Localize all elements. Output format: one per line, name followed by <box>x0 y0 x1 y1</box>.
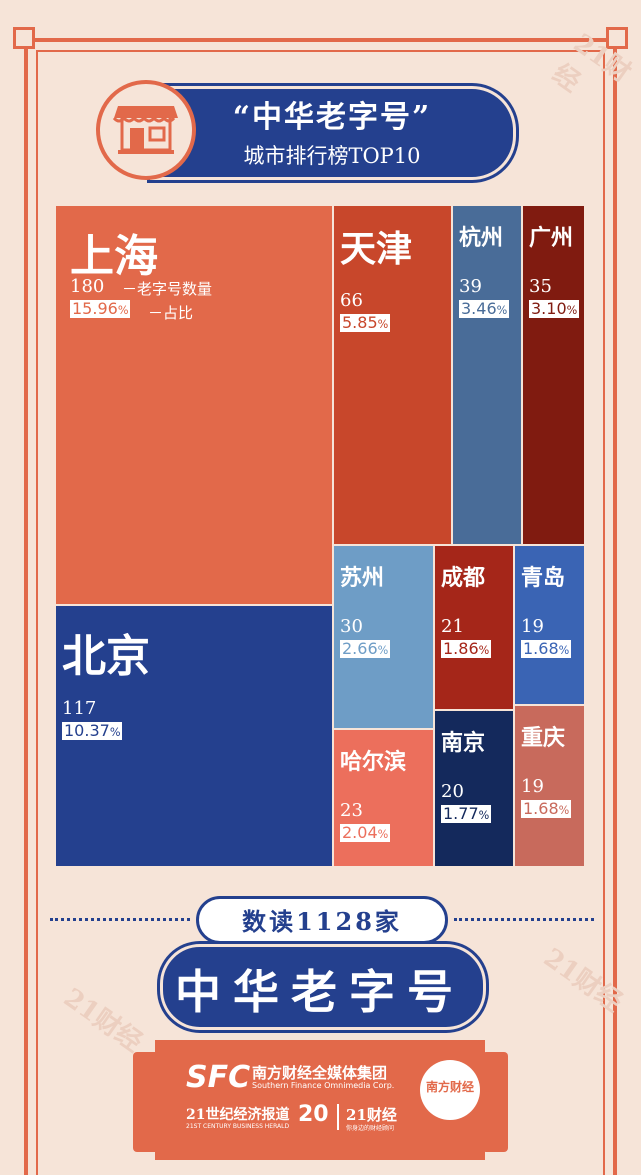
summary-banner <box>160 944 486 1030</box>
footer-divider <box>337 1104 339 1130</box>
scroll-end-left <box>133 1052 159 1152</box>
dotted-divider <box>50 918 190 921</box>
city-share: 2.66% <box>340 639 391 659</box>
city-name: 重庆 <box>521 725 566 751</box>
city-count: 35 <box>529 276 552 297</box>
city-share: 1.68% <box>521 639 572 659</box>
city-name: 天津 <box>340 228 413 270</box>
city-count: 21 <box>441 616 464 637</box>
city-count: 20 <box>441 781 464 802</box>
city-name: 上海 <box>70 231 158 282</box>
treemap-cell: 天津 66 5.85% <box>334 206 453 546</box>
city-name: 南京 <box>441 730 486 756</box>
city-share: 5.85% <box>340 313 391 333</box>
city-share: 3.10% <box>529 299 580 319</box>
treemap: 上海 180 15.96% －老字号数量 －占比北京 117 10.37% 天津 66 5.85%… <box>56 206 586 868</box>
group-name-en: Southern Finance Omnimedia Corp. <box>252 1081 395 1090</box>
seal-logo: 南方财经 <box>420 1060 480 1120</box>
paper-name-cn: 21世纪经济报道 <box>186 1107 290 1123</box>
shop-icon <box>112 106 178 154</box>
group-name-cn: 南方财经全媒体集团 <box>252 1064 388 1082</box>
summary-pill <box>196 896 448 944</box>
city-share: 1.68% <box>521 799 572 819</box>
summary-title: 中华老字号 <box>175 965 465 1019</box>
treemap-cell: 成都 21 1.86% <box>435 546 515 711</box>
treemap-cell: 重庆 19 1.68% <box>515 706 586 868</box>
paper-name-en: 21ST CENTURY BUSINESS HERALD <box>186 1123 290 1130</box>
brand-slogan: 你身边的财经顾问 <box>346 1125 395 1132</box>
frame-corner <box>13 27 35 49</box>
city-share: 1.86% <box>441 639 492 659</box>
outer-frame <box>24 38 617 1175</box>
city-count: 66 <box>340 290 363 311</box>
seal-text: 南方财经 <box>425 1080 474 1094</box>
city-count: 117 <box>62 698 97 719</box>
count-legend: －老字号数量 <box>122 280 213 298</box>
city-count: 180 <box>70 276 105 297</box>
inner-frame <box>36 50 605 1175</box>
city-name: 青岛 <box>521 565 566 591</box>
treemap-cell: 广州 35 3.10% <box>523 206 586 546</box>
city-count: 30 <box>340 616 363 637</box>
sfc-logo: SFC <box>186 1060 251 1095</box>
city-name: 北京 <box>62 631 150 682</box>
frame-corner <box>606 27 628 49</box>
anniversary-mark: 20 <box>298 1102 329 1127</box>
page-subtitle: 城市排行榜TOP10 <box>243 144 421 168</box>
city-share: 3.46% <box>459 299 510 319</box>
city-count: 39 <box>459 276 482 297</box>
share-legend: －占比 <box>148 304 194 322</box>
treemap-cell: 杭州 39 3.46% <box>453 206 523 546</box>
treemap-cell: 南京 20 1.77% <box>435 711 515 868</box>
treemap-cell: 青岛 19 1.68% <box>515 546 586 706</box>
scroll-end-right <box>482 1052 508 1152</box>
city-name: 哈尔滨 <box>340 749 407 775</box>
city-name: 成都 <box>441 565 486 591</box>
shop-badge <box>96 80 196 180</box>
city-share: 2.04% <box>340 823 391 843</box>
page-title: “中华老字号” <box>232 100 432 135</box>
city-count: 19 <box>521 776 544 797</box>
title-banner <box>150 86 516 180</box>
brand-name: 21财经 <box>346 1106 397 1124</box>
dotted-divider <box>454 918 594 921</box>
treemap-cell: 苏州 30 2.66% <box>334 546 435 730</box>
treemap-cell: 哈尔滨 23 2.04% <box>334 730 435 868</box>
city-name: 杭州 <box>459 225 504 251</box>
city-share: 10.37% <box>62 721 123 741</box>
city-count: 23 <box>340 800 363 821</box>
city-name: 广州 <box>529 225 574 251</box>
treemap-cell: 北京 117 10.37% <box>56 606 334 868</box>
city-share: 15.96% <box>70 299 131 319</box>
summary-count: 数读1128家 <box>242 907 402 936</box>
city-count: 19 <box>521 616 544 637</box>
city-name: 苏州 <box>340 565 385 591</box>
treemap-cell: 上海 180 15.96% －老字号数量 －占比 <box>56 206 334 606</box>
city-share: 1.77% <box>441 804 492 824</box>
